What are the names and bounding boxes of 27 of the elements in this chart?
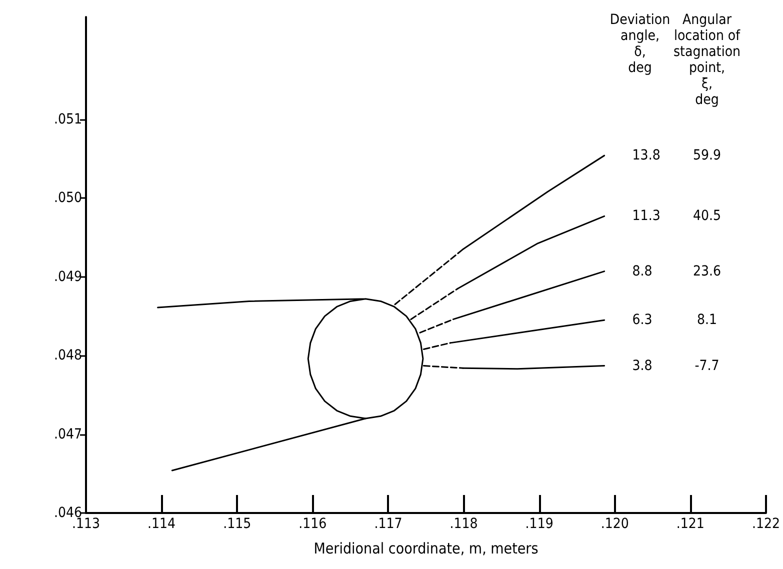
x-tick-label: .120 — [600, 516, 629, 532]
series-label: 3.8 — [632, 358, 652, 374]
x-tick-label: .122 — [752, 516, 780, 532]
x-tick-label: .115 — [223, 516, 252, 532]
x-axis-title: Meridional coordinate, m, meters — [314, 540, 538, 558]
series-label: 13.8 — [632, 148, 660, 164]
annotation: 40.5 — [692, 208, 722, 224]
annotation: 59.9 — [692, 148, 722, 164]
annotation: -7.7 — [694, 358, 720, 374]
y-tick-label: .049 — [54, 268, 82, 285]
series-label: 6.3 — [632, 312, 652, 328]
annotation: 8.1 — [696, 312, 718, 328]
x-tick-label: .119 — [525, 516, 554, 532]
x-tick-label: .114 — [148, 516, 176, 532]
y-tick-label: .047 — [54, 426, 82, 442]
x-tick-label: .118 — [450, 516, 478, 532]
x-tick-label: .116 — [298, 516, 327, 532]
y-tick-label: .051 — [54, 111, 82, 128]
annotation: 23.6 — [692, 263, 722, 280]
x-tick-label: .121 — [676, 516, 704, 532]
annotation: Angular location of stagnation point, ξ, deg — [673, 12, 741, 108]
series-label: 11.3 — [632, 208, 660, 224]
y-tick-label: .050 — [54, 190, 82, 206]
series-label: 8.8 — [632, 263, 652, 280]
y-tick-label: .048 — [54, 348, 82, 364]
annotation: Deviation angle, δ, deg — [610, 12, 670, 76]
x-tick-label: .117 — [374, 516, 402, 532]
